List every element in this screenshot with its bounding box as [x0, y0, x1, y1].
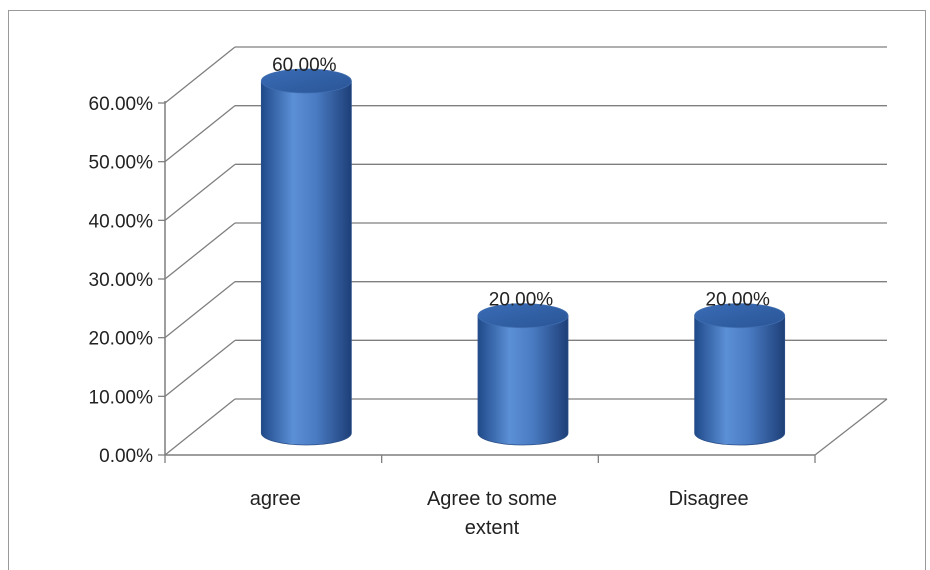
y-tick-label: 30.00%: [89, 270, 154, 291]
y-tick-label: 40.00%: [89, 211, 154, 232]
y-tick-label: 50.00%: [89, 153, 154, 174]
data-label: 60.00%: [272, 55, 337, 76]
y-tick-label: 60.00%: [89, 94, 154, 115]
chart-frame: [8, 10, 926, 570]
x-category-label: Agree to some: [427, 488, 557, 510]
y-tick-label: 10.00%: [89, 387, 154, 408]
bar-layer: [260, 68, 786, 446]
y-tick-label: 0.00%: [99, 446, 153, 467]
label-layer: 60.00% agree 20.00% Agree to some extent 20.0…: [250, 55, 770, 539]
bar-cylinder: [477, 303, 569, 446]
x-category-label: extent: [465, 517, 520, 539]
floor-edge: [814, 398, 888, 456]
y-tick-label: 20.00%: [89, 329, 154, 350]
axis-layer: 0.00% 10.00% 20.00% 30.00% 40.00% 50.00% 60.00…: [89, 94, 888, 467]
data-label: 20.00%: [489, 290, 554, 311]
gridline: [164, 46, 887, 104]
bar-cylinder: [694, 303, 786, 446]
x-category-label: Disagree: [669, 488, 749, 510]
x-category-label: agree: [250, 488, 301, 510]
bar-cylinder: [260, 68, 352, 446]
data-label: 20.00%: [705, 290, 770, 311]
